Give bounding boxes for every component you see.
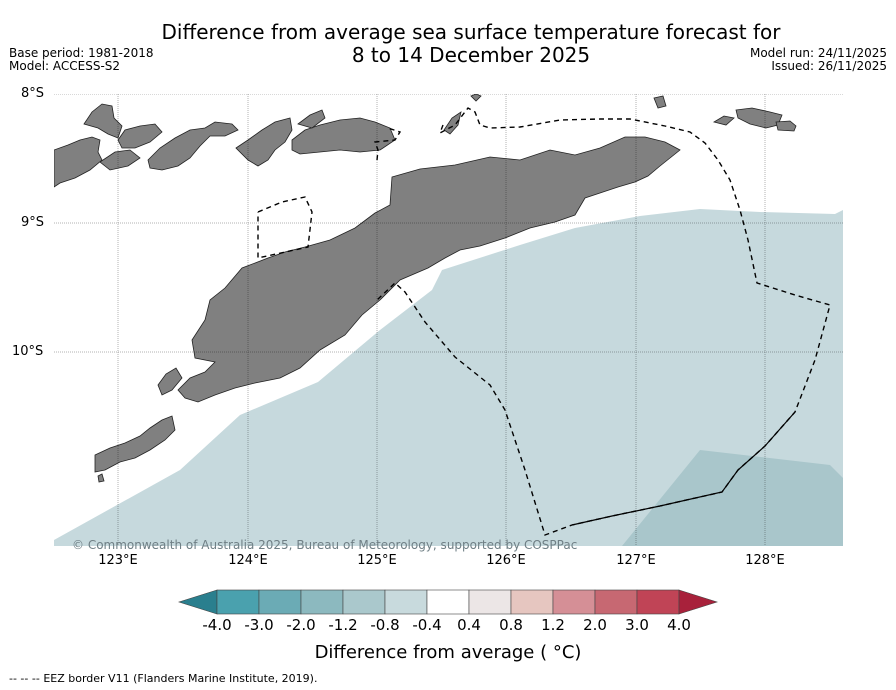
cb-label: 2.0	[583, 616, 607, 634]
title-line-1: Difference from average sea surface temp…	[161, 20, 781, 44]
anomaly-region-minus-0-8	[54, 209, 843, 546]
cb-label: 3.0	[625, 616, 649, 634]
lon-label-125e: 125°E	[357, 553, 397, 568]
issued-date: Issued: 26/11/2025	[771, 59, 887, 73]
cb-label: -2.0	[286, 616, 316, 634]
colorbar-segment	[636, 589, 680, 615]
atauro-island	[443, 111, 462, 135]
lat-label-9s: 9°S	[21, 215, 45, 230]
sawu-island	[94, 415, 176, 473]
colorbar-segment	[468, 589, 512, 615]
colorbar-segment	[426, 589, 470, 615]
cb-label: 4.0	[667, 616, 691, 634]
colorbar-segment	[552, 589, 596, 615]
lon-label-124e: 124°E	[228, 553, 268, 568]
colorbar-segment	[300, 589, 344, 615]
cb-label: -3.0	[244, 616, 274, 634]
eez-legend: -- -- -- EEZ border V11 (Flanders Marine…	[9, 672, 317, 685]
lat-label-10s: 10°S	[12, 344, 44, 359]
model-name: Model: ACCESS-S2	[9, 59, 121, 73]
flores-islands	[54, 136, 103, 188]
lon-label-127e: 127°E	[616, 553, 656, 568]
eez-border-timor-north	[374, 127, 402, 161]
anomaly-region-minus-1-2	[622, 450, 843, 546]
eez-legend-text: EEZ border V11 (Flanders Marine Institut…	[43, 672, 318, 685]
copyright-text: © Commonwealth of Australia 2025, Bureau…	[72, 538, 578, 552]
eez-border-oecusse	[257, 196, 313, 259]
graticule	[54, 94, 843, 546]
model-run: Model run: 24/11/2025	[749, 46, 887, 60]
colorbar-segment	[258, 589, 302, 615]
small-island-north	[470, 94, 482, 102]
colorbar-extend-high	[678, 589, 718, 615]
cb-label: 1.2	[541, 616, 565, 634]
colorbar-extend-low	[178, 589, 218, 615]
lon-label-126e: 126°E	[486, 553, 526, 568]
lat-label-8s: 8°S	[21, 86, 45, 101]
colorbar-segment	[594, 589, 638, 615]
eez-legend-marker: -- -- --	[9, 672, 40, 685]
colorbar-title: Difference from average ( °C)	[314, 642, 582, 663]
base-period: Base period: 1981-2018	[9, 46, 154, 60]
colorbar-segment	[384, 589, 428, 615]
eez-border	[376, 107, 831, 536]
cb-label: -4.0	[202, 616, 232, 634]
lon-label-128e: 128°E	[745, 553, 785, 568]
colorbar-segment	[342, 589, 386, 615]
cb-label: -0.4	[412, 616, 442, 634]
cb-label: -1.2	[328, 616, 358, 634]
lon-label-123e: 123°E	[98, 553, 138, 568]
cb-label: -0.8	[370, 616, 400, 634]
cb-label: 0.8	[499, 616, 523, 634]
cb-label: 0.4	[457, 616, 481, 634]
title-line-2: 8 to 14 December 2025	[351, 43, 591, 67]
rote-island	[157, 367, 183, 396]
colorbar-segment	[510, 589, 554, 615]
timor-island	[177, 136, 681, 403]
colorbar-segment	[216, 589, 260, 615]
